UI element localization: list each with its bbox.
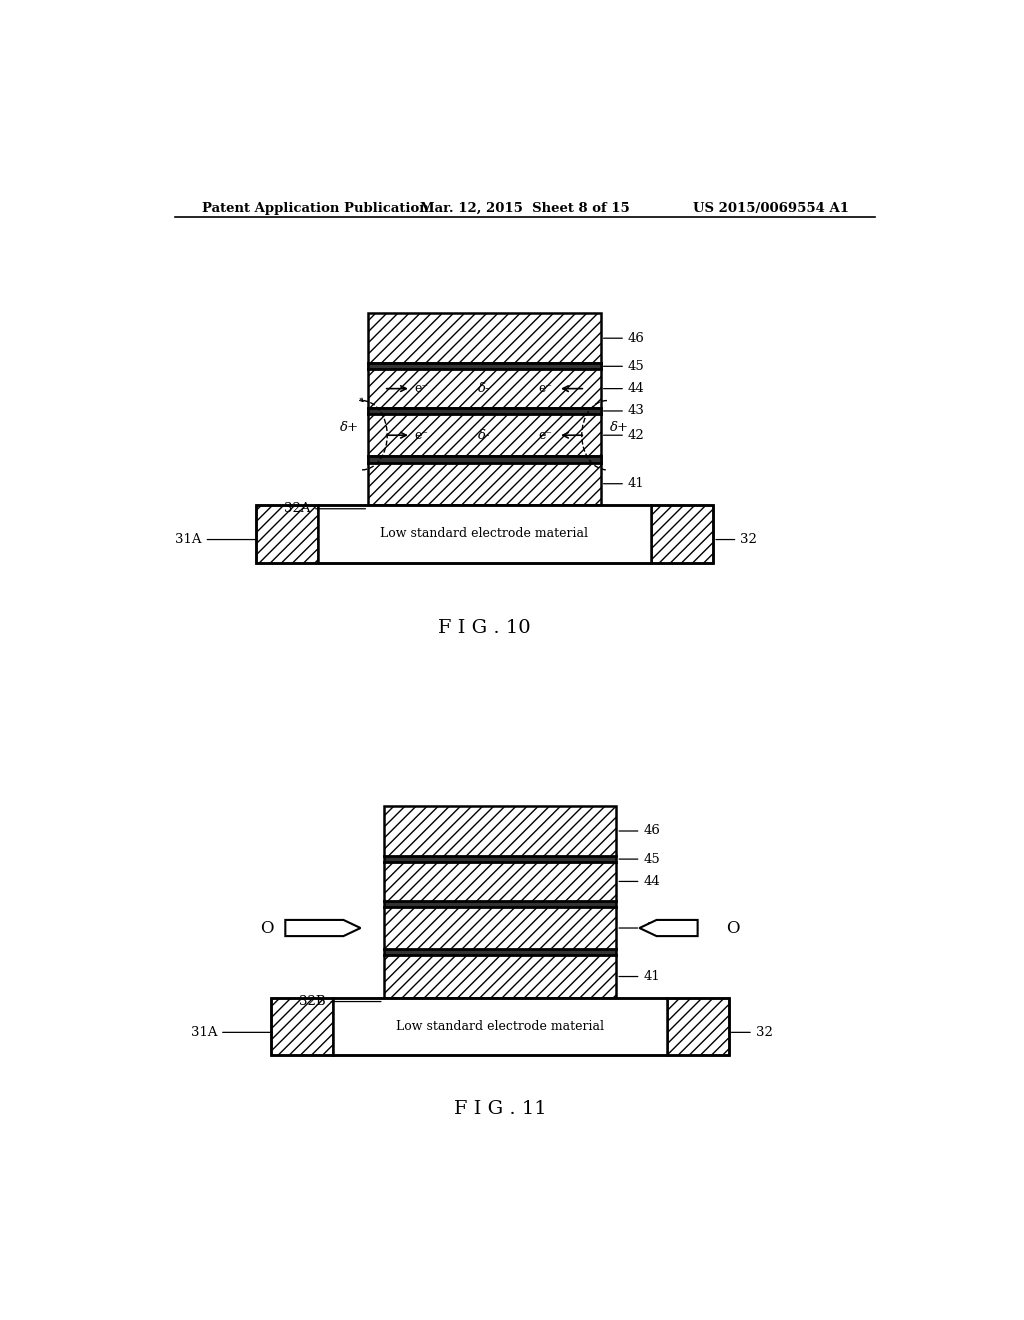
Bar <box>369 363 601 370</box>
Text: 45: 45 <box>620 853 660 866</box>
Text: O: O <box>260 920 273 936</box>
Text: 44: 44 <box>620 875 660 888</box>
Text: e⁻: e⁻ <box>415 429 429 442</box>
Text: 32B: 32B <box>299 995 381 1008</box>
Bar <box>369 457 601 462</box>
Text: 42: 42 <box>620 921 660 935</box>
Bar <box>271 998 334 1056</box>
Polygon shape <box>640 920 697 936</box>
Bar <box>667 998 729 1056</box>
Bar <box>369 414 601 457</box>
Bar <box>384 862 616 900</box>
Bar <box>384 907 616 949</box>
Text: δ-: δ- <box>478 429 490 442</box>
Bar <box>384 949 616 956</box>
Bar <box>369 370 601 408</box>
Text: Mar. 12, 2015  Sheet 8 of 15: Mar. 12, 2015 Sheet 8 of 15 <box>420 202 630 215</box>
Bar <box>384 807 616 857</box>
Bar <box>369 457 601 462</box>
Text: US 2015/0069554 A1: US 2015/0069554 A1 <box>693 202 849 215</box>
Polygon shape <box>286 920 360 936</box>
Bar <box>317 506 651 562</box>
Text: 31A: 31A <box>175 533 257 546</box>
Text: δ+: δ+ <box>610 421 629 434</box>
Bar <box>334 998 667 1056</box>
Text: e⁻: e⁻ <box>415 381 429 395</box>
Text: 46: 46 <box>603 331 645 345</box>
Text: F I G . 10: F I G . 10 <box>438 619 530 638</box>
Text: 41: 41 <box>620 970 660 983</box>
Bar <box>384 807 616 998</box>
Bar <box>271 998 729 1056</box>
Text: 46: 46 <box>620 825 660 837</box>
Text: O: O <box>726 920 739 936</box>
Bar <box>256 506 713 562</box>
Text: 42: 42 <box>603 429 645 442</box>
Text: 31A: 31A <box>190 1026 272 1039</box>
Bar <box>369 313 601 506</box>
Text: 44: 44 <box>603 381 645 395</box>
Text: δ+: δ+ <box>340 421 359 434</box>
Text: Low standard electrode material: Low standard electrode material <box>381 527 589 540</box>
Bar <box>369 313 601 363</box>
Text: 45: 45 <box>603 360 645 372</box>
Text: δ-: δ- <box>478 381 490 395</box>
Bar <box>369 363 601 370</box>
Text: 32: 32 <box>716 533 757 546</box>
Text: 32: 32 <box>731 1026 773 1039</box>
Text: Low standard electrode material: Low standard electrode material <box>396 1020 604 1034</box>
Text: F I G . 11: F I G . 11 <box>454 1101 547 1118</box>
Text: 43: 43 <box>603 404 645 417</box>
Text: e⁻: e⁻ <box>539 429 553 442</box>
Bar <box>384 857 616 862</box>
Bar <box>369 408 601 414</box>
Text: 32A: 32A <box>284 502 366 515</box>
Bar <box>384 956 616 998</box>
Bar <box>384 900 616 907</box>
Bar <box>256 506 317 562</box>
Bar <box>369 462 601 506</box>
Bar <box>369 408 601 414</box>
Bar <box>651 506 713 562</box>
Text: Patent Application Publication: Patent Application Publication <box>202 202 428 215</box>
Text: e⁻: e⁻ <box>539 381 553 395</box>
Text: 41: 41 <box>603 478 645 490</box>
